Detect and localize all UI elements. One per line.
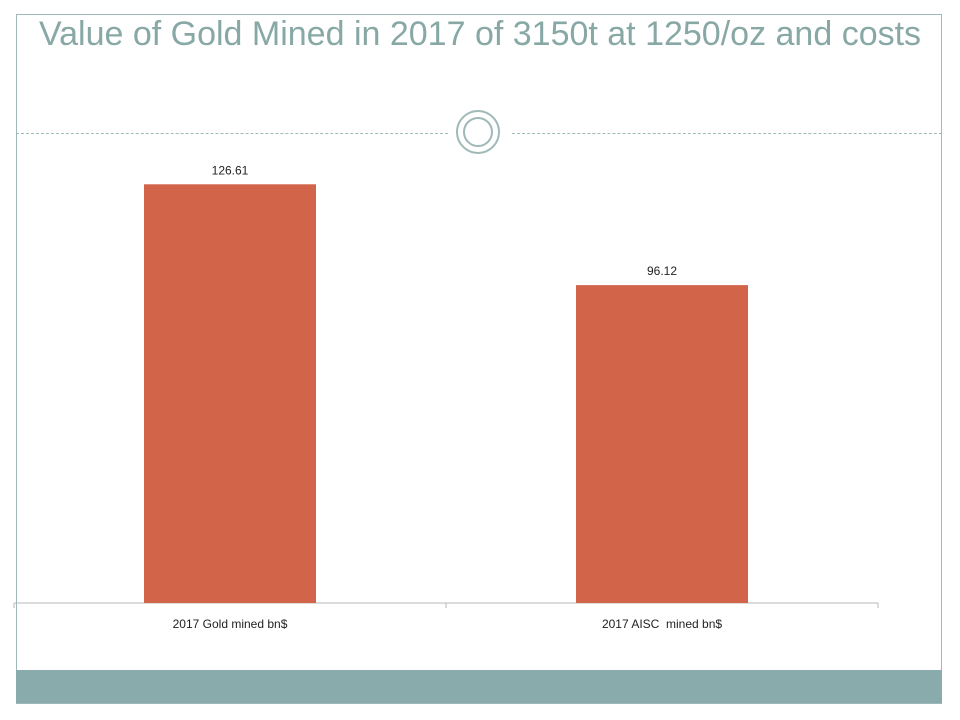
- data-label: 96.12: [647, 264, 677, 278]
- chart-marks: 126.61 2017 Gold mined bn$ 96.12 2017 AISC …: [14, 163, 878, 631]
- footer-band: [16, 670, 942, 703]
- category-label: 2017 AISC mined bn$: [602, 617, 722, 631]
- data-label: 126.61: [212, 163, 249, 177]
- category-label: 2017 Gold mined bn$: [173, 617, 288, 631]
- bar: [144, 184, 316, 603]
- bar: [576, 285, 748, 603]
